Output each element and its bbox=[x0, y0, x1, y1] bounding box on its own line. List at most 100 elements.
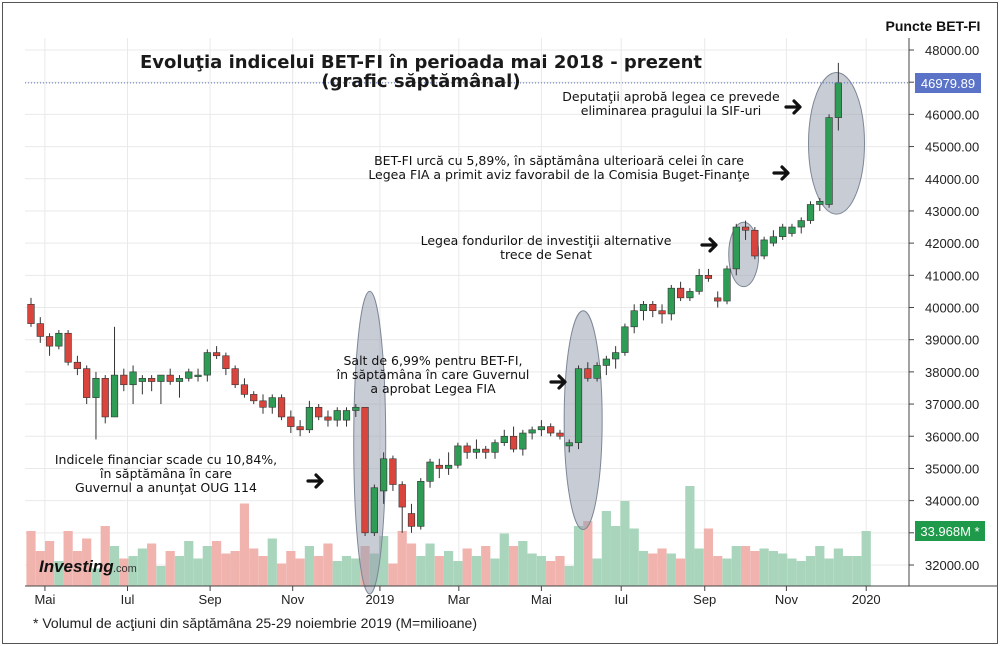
candle-down bbox=[361, 406, 369, 534]
candle-down bbox=[45, 336, 54, 347]
volume-bar bbox=[304, 546, 314, 586]
candle-down bbox=[649, 303, 657, 312]
candle-up bbox=[268, 397, 276, 408]
volume-bar bbox=[72, 551, 82, 586]
volume-bar bbox=[416, 556, 426, 586]
volume-bar bbox=[82, 538, 92, 586]
candle-up bbox=[621, 326, 629, 353]
x-tick-label: Sep bbox=[199, 592, 222, 607]
candles bbox=[27, 62, 842, 537]
y-tick-label: 39000.00 bbox=[925, 333, 979, 348]
candle-up bbox=[472, 448, 481, 453]
volume-bar bbox=[508, 546, 519, 586]
volume-bar bbox=[100, 526, 110, 586]
volume-bar bbox=[379, 536, 389, 586]
candle-down bbox=[714, 297, 722, 302]
volume-bar bbox=[397, 531, 407, 586]
volume-bar bbox=[852, 556, 862, 586]
volume-bar bbox=[434, 556, 444, 586]
candle-down bbox=[389, 458, 397, 485]
annotation-deputati-line2: eliminarea pragului la SIF-uri bbox=[581, 103, 761, 118]
volume-bar bbox=[147, 543, 157, 586]
volume-bar bbox=[768, 551, 778, 586]
candle-down bbox=[741, 226, 750, 231]
candle-up bbox=[203, 352, 211, 376]
candle-up bbox=[760, 239, 768, 257]
annotation-oug114: Indicele financiar scade cu 10,84%, în s… bbox=[55, 452, 277, 495]
y-tick-label: 40000.00 bbox=[925, 301, 979, 316]
volume-bar bbox=[202, 546, 212, 586]
volume-bar bbox=[666, 553, 676, 586]
candle-down bbox=[166, 374, 174, 382]
arrow-icon bbox=[784, 99, 802, 115]
candle-up bbox=[342, 410, 351, 421]
x-tick-label: Mar bbox=[448, 592, 471, 607]
candle-down bbox=[704, 275, 713, 279]
y-tick-label: 36000.00 bbox=[925, 429, 979, 444]
volume-bar bbox=[471, 556, 482, 586]
y-tick-label: 48000.00 bbox=[925, 43, 979, 58]
candle-up bbox=[157, 374, 165, 382]
candle-down bbox=[231, 368, 239, 386]
y-tick-label: 41000.00 bbox=[925, 268, 979, 283]
candle-up bbox=[528, 429, 536, 434]
x-tick-label: Sep bbox=[693, 592, 716, 607]
candle-up bbox=[593, 365, 601, 379]
x-tick-label: Mai bbox=[34, 592, 55, 607]
candle-down bbox=[584, 368, 592, 379]
volume-bar bbox=[731, 546, 741, 586]
candle-up bbox=[695, 275, 703, 292]
volume-bar bbox=[713, 556, 723, 586]
volume-bar bbox=[462, 548, 472, 586]
annotation-comisia-line2: Legea FIA a primit aviz favorabil de la … bbox=[368, 167, 750, 182]
candle-down bbox=[398, 484, 406, 508]
chart-subtitle: (grafic săptămânal) bbox=[321, 71, 520, 92]
volume-bar bbox=[388, 563, 398, 586]
volume-bar bbox=[843, 556, 853, 586]
x-tick-label: Iul bbox=[614, 592, 628, 607]
candle-up bbox=[426, 461, 434, 482]
candle-down bbox=[315, 406, 323, 418]
volume-bar bbox=[657, 548, 667, 586]
volume-bar bbox=[444, 551, 454, 586]
volume-bar bbox=[833, 548, 843, 586]
annotation-comisia: BET-FI urcă cu 5,89%, în săptămâna ulter… bbox=[368, 153, 750, 182]
volume-bar bbox=[518, 541, 528, 586]
x-tick-label: Iul bbox=[121, 592, 135, 607]
volume-bar bbox=[583, 521, 593, 586]
y-tick-label: 44000.00 bbox=[925, 172, 979, 187]
candle-down bbox=[213, 352, 221, 357]
candle-up bbox=[333, 410, 341, 421]
volume-bar bbox=[648, 553, 658, 586]
volume-bar bbox=[91, 568, 101, 586]
candle-down bbox=[250, 394, 258, 402]
volume-bar bbox=[174, 556, 185, 586]
candle-up bbox=[723, 268, 731, 302]
volume-bar bbox=[267, 538, 277, 586]
volume-bar bbox=[109, 546, 120, 586]
volume-bar bbox=[638, 551, 649, 586]
x-tick-label: Nov bbox=[775, 592, 799, 607]
annotation-legea-fia-line2: în săptămâna în care Guvernul bbox=[336, 367, 530, 382]
candle-up bbox=[454, 445, 462, 466]
annotation-oug114-line1: Indicele financiar scade cu 10,84%, bbox=[55, 452, 277, 467]
volume-bar bbox=[750, 551, 760, 586]
candle-down bbox=[407, 513, 416, 527]
candle-down bbox=[27, 303, 35, 324]
candle-up bbox=[417, 481, 425, 527]
y-tick-label: 42000.00 bbox=[925, 236, 979, 251]
grid-lines bbox=[25, 38, 909, 586]
volume-bar bbox=[527, 553, 537, 586]
volume-bar bbox=[685, 486, 695, 586]
volume-bar bbox=[778, 553, 788, 586]
volume-bar bbox=[54, 561, 64, 586]
volume-bar bbox=[573, 526, 584, 586]
candle-down bbox=[101, 378, 109, 418]
investing-logo: Investing .com bbox=[39, 557, 137, 576]
x-tick-label: Mai bbox=[531, 592, 552, 607]
candle-up bbox=[769, 236, 777, 244]
candle-down bbox=[64, 332, 72, 363]
volume-bar bbox=[35, 551, 45, 586]
volume-bar bbox=[861, 531, 871, 586]
candle-up bbox=[612, 352, 620, 360]
